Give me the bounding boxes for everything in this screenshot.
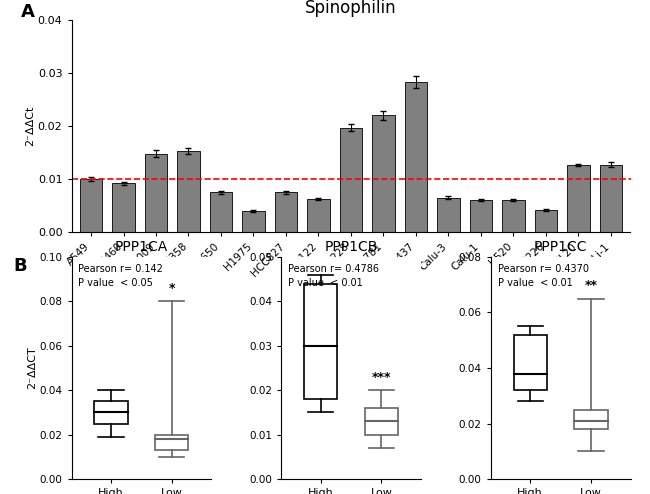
Text: ***: ***: [372, 370, 391, 383]
Bar: [209, 192, 232, 232]
Bar: [94, 401, 127, 424]
Bar: [502, 201, 525, 232]
Bar: [177, 151, 200, 232]
Text: Pearson r= 0.4786
P value  < 0.01: Pearson r= 0.4786 P value < 0.01: [288, 264, 379, 288]
Title: PPP1CB: PPP1CB: [324, 240, 378, 254]
Bar: [242, 211, 265, 232]
Text: *: *: [168, 282, 175, 294]
Bar: [307, 199, 330, 232]
Text: Pearson r= 0.142
P value  < 0.05: Pearson r= 0.142 P value < 0.05: [79, 264, 163, 288]
Bar: [437, 198, 460, 232]
Bar: [514, 335, 547, 390]
Bar: [372, 116, 395, 232]
Bar: [79, 179, 103, 232]
Bar: [599, 165, 622, 232]
Title: Spinophilin: Spinophilin: [306, 0, 396, 17]
Text: **: **: [584, 279, 597, 292]
Text: B: B: [13, 257, 27, 275]
Text: A: A: [21, 3, 35, 21]
Bar: [567, 165, 590, 232]
Bar: [274, 192, 298, 232]
Bar: [365, 408, 398, 435]
Bar: [575, 410, 608, 429]
Bar: [304, 284, 337, 399]
Bar: [404, 82, 427, 232]
Y-axis label: 2⁻ΔΔCt: 2⁻ΔΔCt: [25, 106, 35, 146]
Bar: [155, 435, 188, 451]
Title: PPP1CC: PPP1CC: [534, 240, 588, 254]
Bar: [144, 154, 168, 232]
Bar: [339, 127, 362, 232]
Title: PPP1CA: PPP1CA: [115, 240, 168, 254]
Bar: [469, 201, 492, 232]
Y-axis label: 2⁻ΔΔCT: 2⁻ΔΔCT: [27, 347, 36, 389]
Bar: [112, 183, 135, 232]
Bar: [534, 210, 557, 232]
Text: Pearson r= 0.4370
P value  < 0.01: Pearson r= 0.4370 P value < 0.01: [498, 264, 589, 288]
